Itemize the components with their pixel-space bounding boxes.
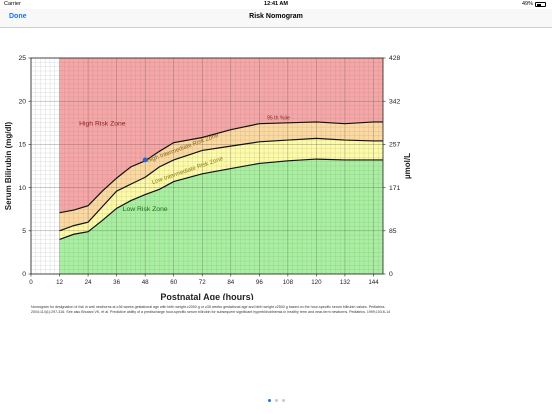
plot-frame <box>30 57 384 275</box>
percentile-line-2 <box>59 158 383 241</box>
battery-percent: 49% <box>521 1 533 7</box>
y2-tick-label: 85 <box>389 228 397 235</box>
y-tick-label: 20 <box>18 98 26 105</box>
footnote-text: Nomogram for designation of risk in well… <box>31 305 391 314</box>
page-dot[interactable] <box>267 399 271 402</box>
x-tick-label: 24 <box>85 279 92 286</box>
x-tick-label: 120 <box>311 279 322 286</box>
percentile-line-1 <box>59 137 383 232</box>
percentile-line-0 <box>59 121 383 214</box>
navigation-bar: Done Risk Nomogram <box>0 9 552 28</box>
x-tick-label: 84 <box>227 279 234 286</box>
x-tick-label: 0 <box>29 279 33 286</box>
x-tick-label: 12 <box>56 279 63 286</box>
page-dot[interactable] <box>274 399 278 402</box>
x-tick-label: 36 <box>113 279 120 286</box>
y2-tick-label: 257 <box>389 142 401 149</box>
x-tick-label: 108 <box>283 279 294 286</box>
x-tick-label: 72 <box>199 279 206 286</box>
y2-tick-label: 342 <box>389 98 401 105</box>
x-tick-label: 144 <box>368 279 379 286</box>
patient-data-point[interactable] <box>142 157 148 163</box>
x-tick-label: 96 <box>256 279 263 286</box>
status-bar: Carrier 12:41 AM 49% <box>0 0 552 9</box>
y-tick-label: 10 <box>18 185 26 192</box>
y-tick-label: 5 <box>22 228 26 235</box>
x-tick-label: 60 <box>170 279 177 286</box>
y-tick-label: 0 <box>22 271 26 278</box>
page-title: Risk Nomogram <box>249 13 303 20</box>
page-dot[interactable] <box>281 399 285 402</box>
x-axis-title: Postnatal Age (hours) <box>160 292 253 300</box>
status-time: 12:41 AM <box>264 1 288 7</box>
y2-tick-label: 171 <box>389 185 401 192</box>
y2-tick-label: 0 <box>389 271 393 278</box>
done-button[interactable]: Done <box>9 13 27 20</box>
battery-icon <box>535 2 546 7</box>
label-low-risk-zone: Low Risk Zone <box>123 206 168 213</box>
y-axis-title: Serum Bilirubin (mg/dl) <box>4 121 13 210</box>
label-high-risk-zone: High Risk Zone <box>79 120 126 127</box>
page-indicator[interactable] <box>0 399 552 402</box>
x-tick-label: 132 <box>340 279 351 286</box>
y-tick-label: 15 <box>18 142 26 149</box>
y-tick-label: 25 <box>18 55 26 62</box>
carrier-label: Carrier <box>4 1 21 7</box>
x-tick-label: 48 <box>142 279 149 286</box>
battery-indicator: 49% <box>522 0 546 9</box>
label-95th-percentile: 95 th %ile <box>267 115 290 121</box>
y2-tick-label: 428 <box>389 55 401 62</box>
y2-axis-title: µmol/L <box>403 153 412 179</box>
